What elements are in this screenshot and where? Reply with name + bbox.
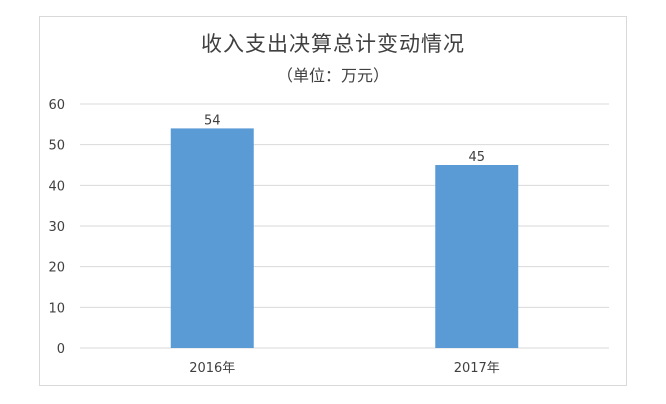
y-tick-label: 30 <box>48 220 65 235</box>
y-tick-label: 20 <box>48 261 65 276</box>
x-tick-label: 2016年 <box>189 361 235 376</box>
bar-2017年 <box>435 165 519 348</box>
x-axis-tick-labels: 2016年 2017年 <box>189 361 500 376</box>
data-label: 54 <box>204 113 221 128</box>
data-label: 45 <box>468 150 485 165</box>
bar-2016年 <box>170 128 254 348</box>
gridlines <box>80 103 609 349</box>
y-tick-label: 40 <box>48 179 65 194</box>
chart-title: 收入支出决算总计变动情况 <box>201 32 465 56</box>
bars <box>170 128 519 348</box>
chart-subtitle: （单位：万元） <box>276 66 389 85</box>
y-tick-label: 10 <box>48 301 65 316</box>
y-tick-label: 60 <box>48 98 65 113</box>
y-tick-label: 0 <box>57 342 65 357</box>
y-tick-label: 50 <box>48 139 65 154</box>
data-labels: 54 45 <box>204 113 485 165</box>
y-axis-tick-labels: 0 10 20 30 40 50 60 <box>48 98 65 357</box>
x-tick-label: 2017年 <box>454 361 500 376</box>
chart-frame <box>39 16 627 386</box>
